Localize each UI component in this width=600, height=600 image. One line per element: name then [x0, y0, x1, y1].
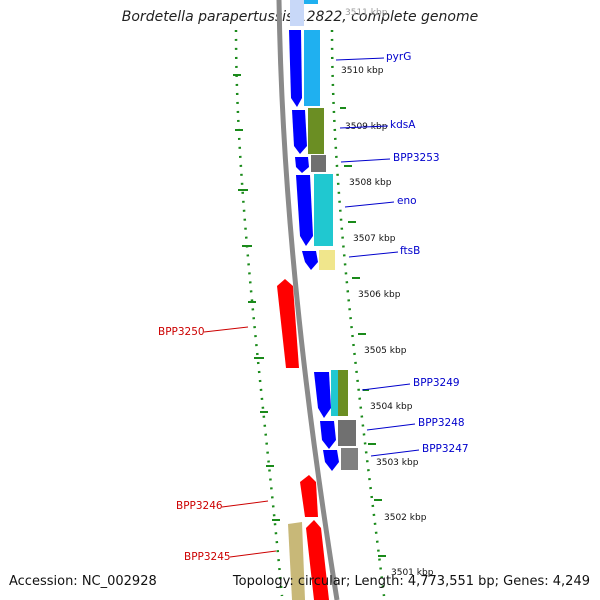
gene-label-bpp3246: BPP3246	[176, 500, 223, 512]
reverse-strand-genes	[289, 30, 339, 471]
gene-label-bpp3245: BPP3245	[184, 551, 231, 563]
accession-label: Accession: NC_002928	[9, 574, 157, 589]
gene-bpp3253-arrow	[295, 157, 309, 173]
scale-label: 3507 kbp	[353, 234, 396, 244]
scale-label: 3505 kbp	[364, 346, 407, 356]
gene-bpp3247-arrow	[323, 450, 339, 471]
functional-category-blocks	[290, 0, 358, 470]
gene-label-bpp3253: BPP3253	[393, 152, 440, 164]
gene-label-kdsA: kdsA	[390, 119, 416, 131]
gene-label-bpp3248: BPP3248	[418, 417, 465, 429]
genome-backbone	[276, 0, 340, 600]
scale-labels: 3511 kbp 3510 kbp 3509 kbp 3508 kbp 3507…	[341, 8, 434, 578]
scale-label: 3506 kbp	[358, 290, 401, 300]
gene-label-bpp3250: BPP3250	[158, 326, 205, 338]
scale-label: 3511 kbp	[345, 8, 388, 18]
gene-bpp3248-arrow	[320, 421, 336, 449]
scale-label: 3501 kbp	[391, 568, 434, 578]
label-leader-lines	[203, 57, 420, 558]
scale-label: 3510 kbp	[341, 66, 384, 76]
gene-bpp3246-arrow	[300, 475, 318, 517]
gene-bpp3250-arrow	[277, 279, 299, 368]
scale-label: 3502 kbp	[384, 513, 427, 523]
scale-label: 3508 kbp	[349, 178, 392, 188]
scale-label: 3504 kbp	[370, 402, 413, 412]
gene-bpp3249-arrow	[314, 372, 331, 418]
gene-pyrG-arrow	[289, 30, 302, 107]
gene-label-eno: eno	[397, 195, 417, 207]
gene-ftsb-arrow	[302, 251, 318, 270]
forward-strand-genes	[277, 279, 329, 600]
topology-label: Topology: circular; Length: 4,773,551 bp…	[232, 574, 590, 589]
scale-label: 3503 kbp	[376, 458, 419, 468]
gene-labels: pyrG kdsA BPP3253 eno ftsB BPP3249 BPP32…	[158, 51, 469, 563]
gene-bpp3245-arrow	[306, 520, 329, 600]
gene-eno-arrow	[296, 175, 313, 246]
gene-label-bpp3247: BPP3247	[422, 443, 469, 455]
gene-kdsA-arrow	[292, 110, 307, 154]
gene-label-pyrG: pyrG	[386, 51, 411, 63]
gc-skew-track	[233, 29, 386, 597]
gene-bpp3245-annotation-block	[288, 522, 305, 600]
gene-label-ftsb: ftsB	[400, 245, 420, 257]
gene-label-bpp3249: BPP3249	[413, 377, 460, 389]
